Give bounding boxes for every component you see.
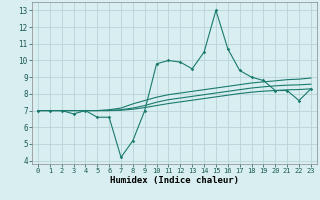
X-axis label: Humidex (Indice chaleur): Humidex (Indice chaleur) (110, 176, 239, 185)
